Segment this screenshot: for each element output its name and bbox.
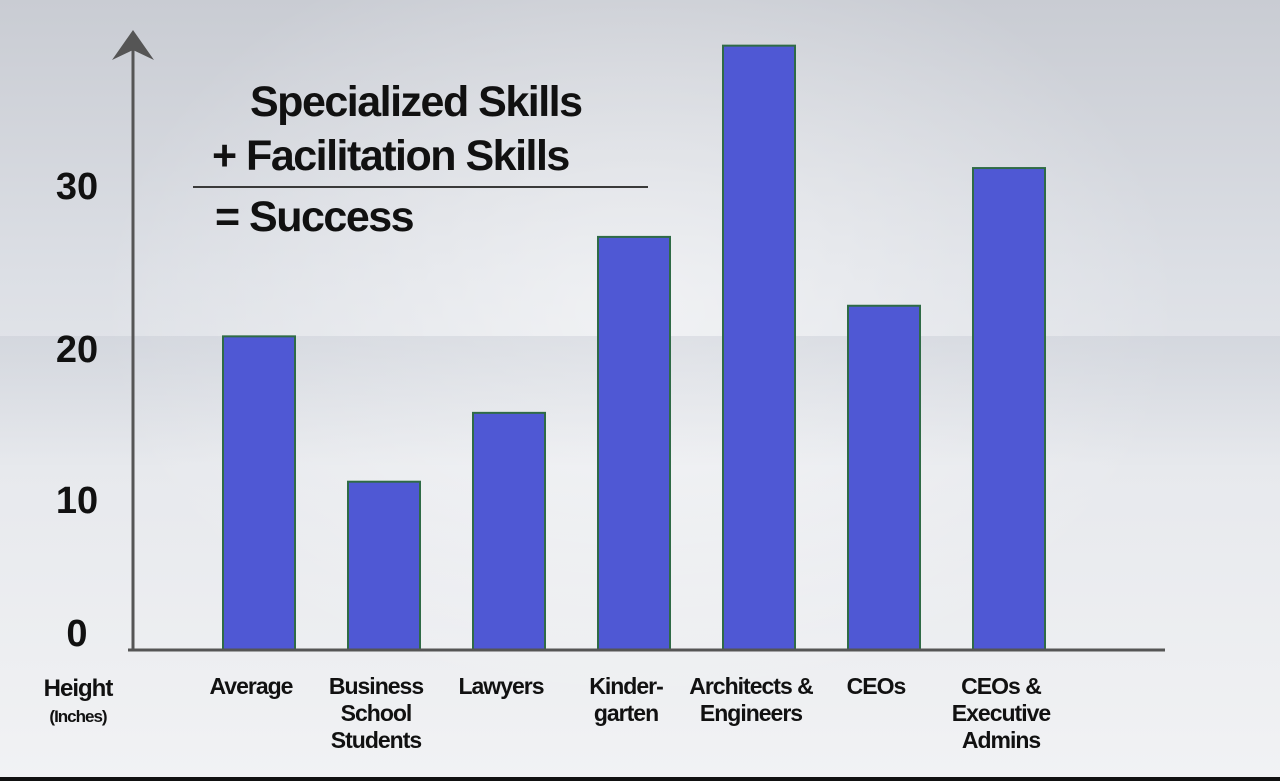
- formula-line-success: = Success: [215, 193, 415, 241]
- bar-1: [347, 480, 421, 652]
- x-tick-labels: Average Business School Students Lawyers Kind…: [210, 673, 1052, 753]
- x-label-line: Average: [210, 673, 293, 699]
- x-label-line: Kinder-: [589, 673, 663, 699]
- bar-4: [722, 44, 796, 651]
- y-axis-arrow-icon: [112, 30, 154, 60]
- formula-line-facilitation: + Facilitation Skills: [212, 132, 570, 180]
- x-label-4: Architects & Engineers: [689, 673, 813, 726]
- x-label-line: School: [341, 700, 412, 726]
- x-label-line: garten: [594, 700, 658, 726]
- x-label-line: CEOs &: [961, 673, 1041, 699]
- x-label-1: Business School Students: [329, 673, 423, 753]
- y-axis-unit-label: (Inches): [49, 707, 107, 726]
- x-label-6: CEOs & Executive Admins: [952, 673, 1051, 753]
- bar-3: [597, 235, 671, 651]
- x-label-line: Architects &: [689, 673, 813, 699]
- formula-divider: [193, 186, 648, 188]
- x-label-2: Lawyers: [458, 673, 543, 699]
- x-label-line: Lawyers: [458, 673, 543, 699]
- formula-line-specialized: Specialized Skills: [250, 78, 583, 126]
- axes-group: [112, 30, 1165, 652]
- bar-6: [972, 167, 1046, 652]
- y-tick-20: 20: [56, 329, 98, 371]
- x-label-line: Students: [331, 727, 422, 753]
- y-tick-30: 30: [56, 166, 98, 208]
- x-label-line: Admins: [962, 727, 1041, 753]
- x-label-line: Executive: [952, 700, 1051, 726]
- x-label-line: Engineers: [700, 700, 802, 726]
- x-label-line: CEOs: [847, 673, 906, 699]
- x-label-3: Kinder-garten: [589, 673, 663, 726]
- bar-0: [222, 335, 296, 651]
- y-axis-label: Height: [44, 675, 114, 702]
- y-tick-10: 10: [56, 480, 98, 522]
- bar-5: [847, 304, 921, 651]
- bars-group: [222, 44, 1046, 652]
- x-label-0: Average: [210, 673, 293, 699]
- y-tick-0: 0: [66, 613, 87, 655]
- bar-2: [472, 411, 546, 651]
- y-tick-labels: 0 10 20 30: [56, 166, 98, 655]
- x-label-line: Business: [329, 673, 423, 699]
- x-label-5: CEOs: [847, 673, 906, 699]
